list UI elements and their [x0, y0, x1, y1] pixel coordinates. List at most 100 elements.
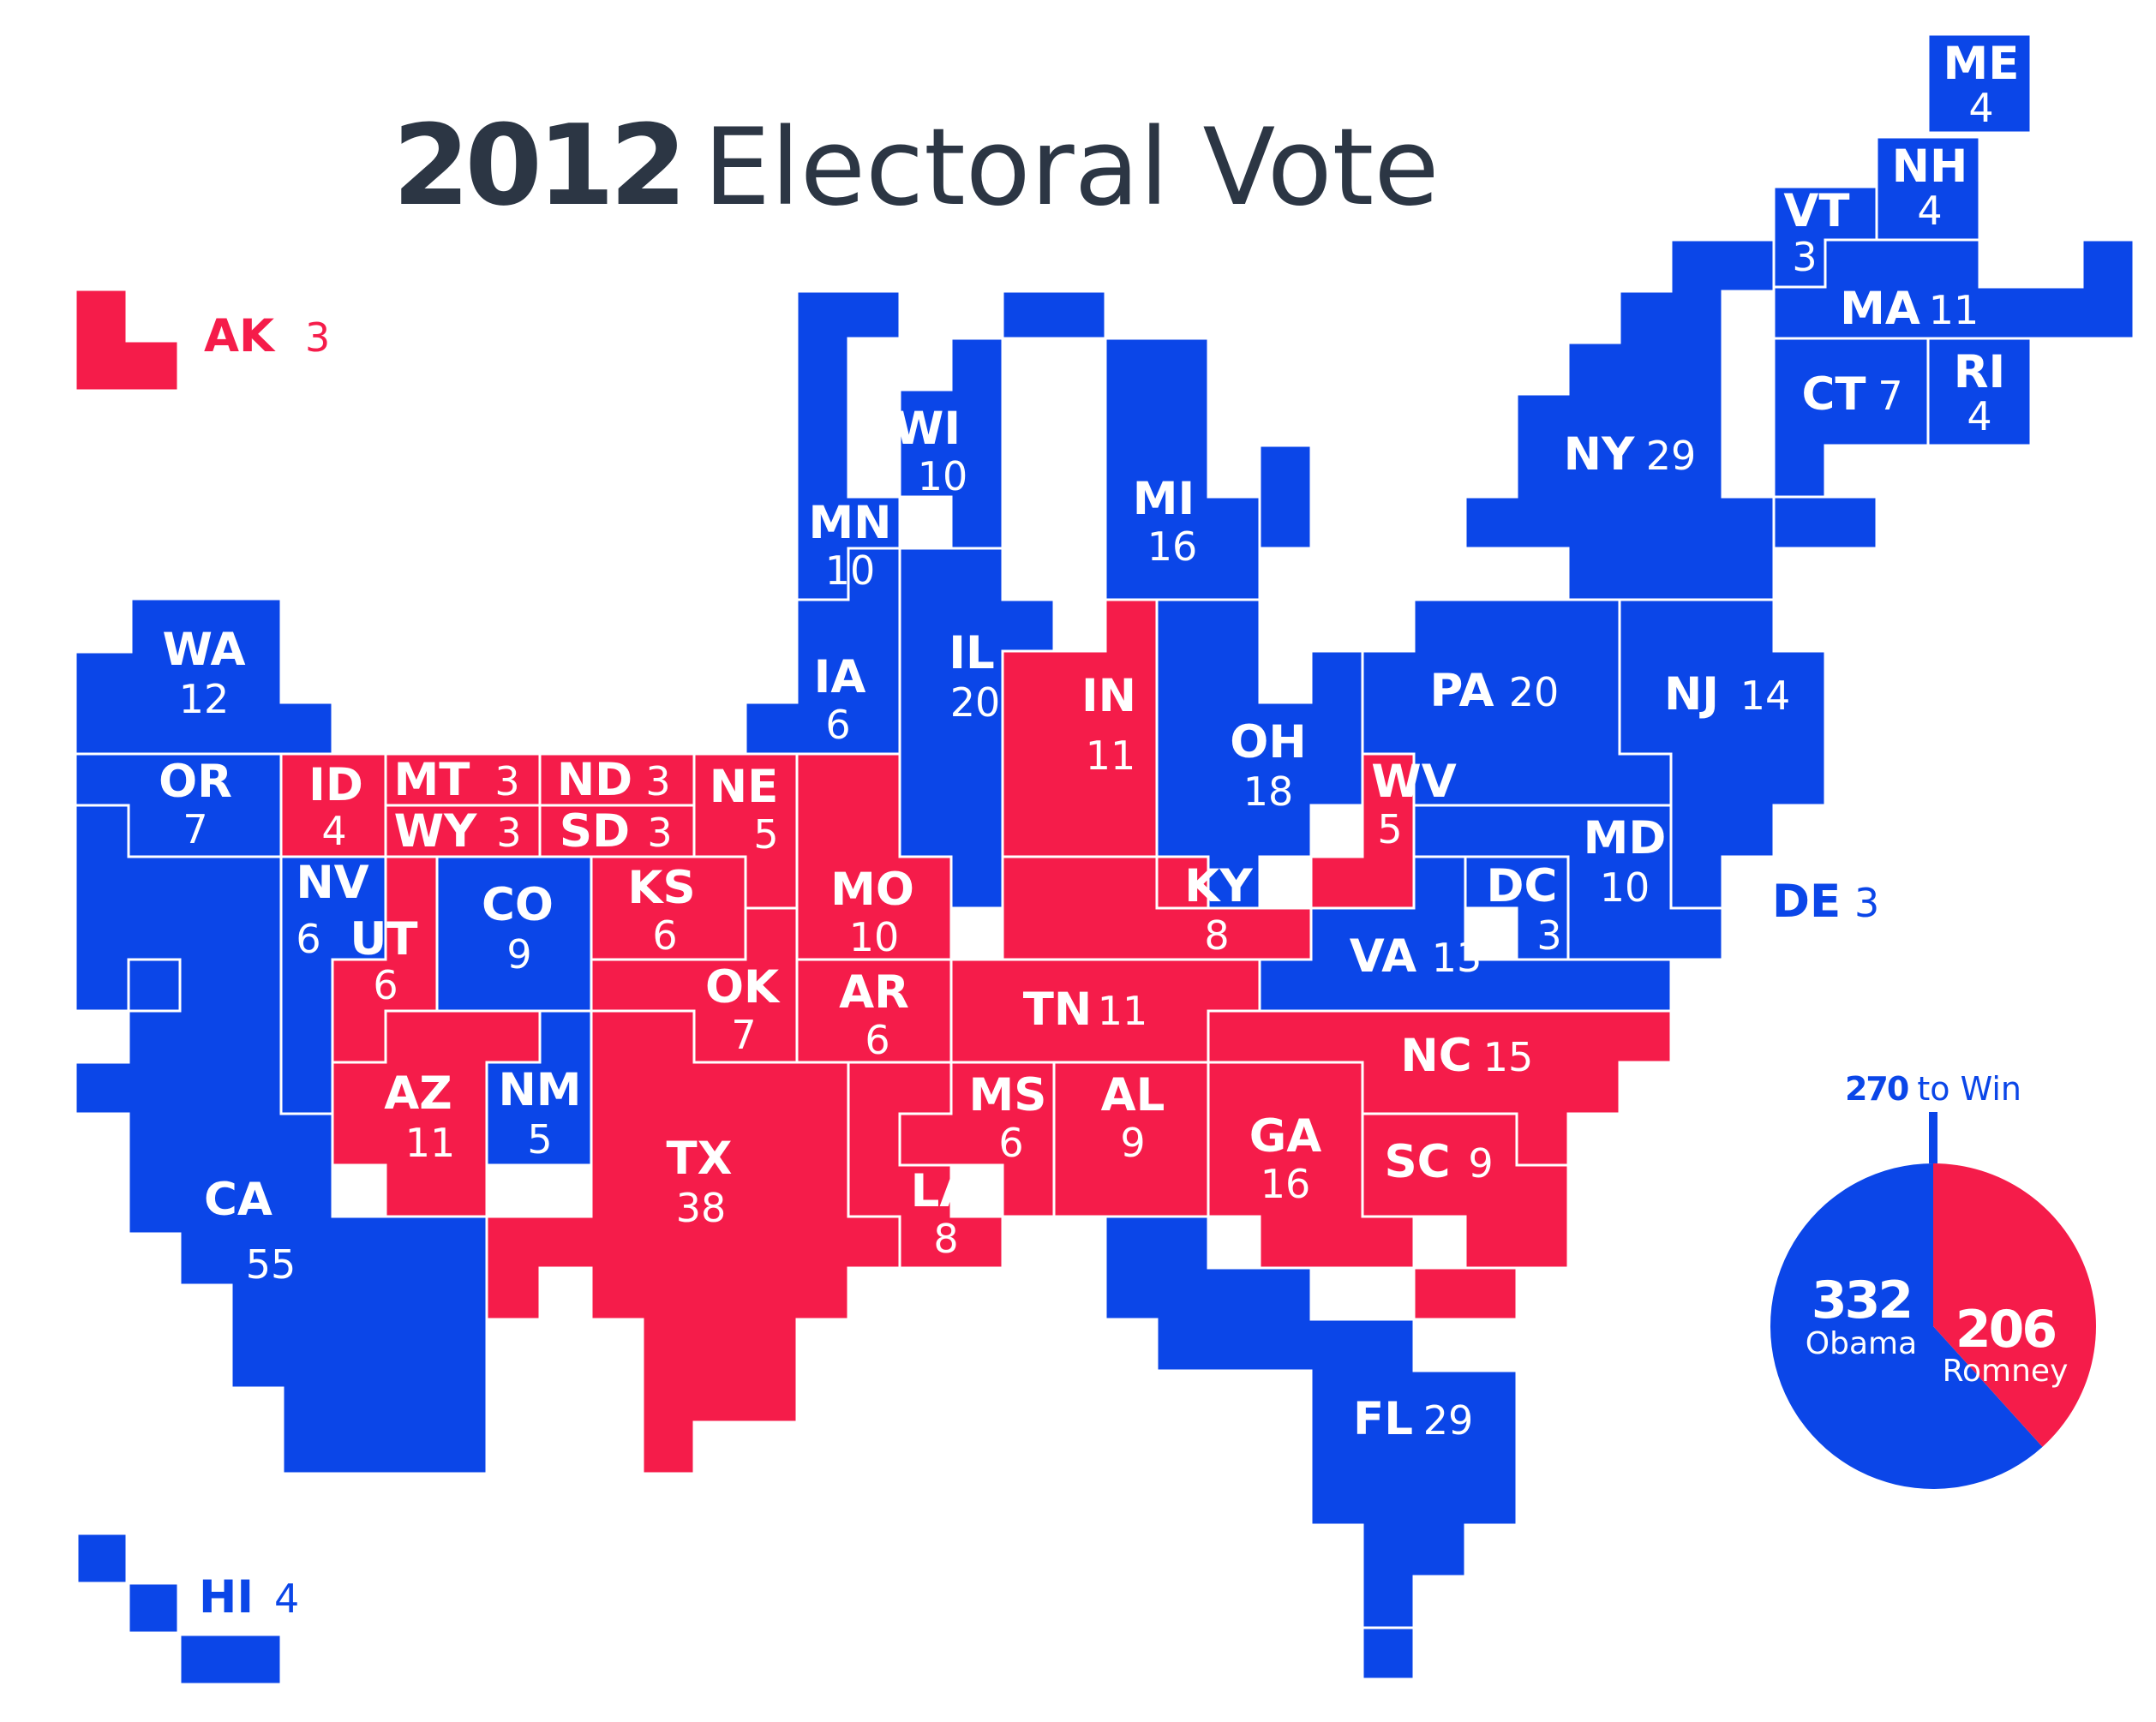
- state-hi-2[interactable]: [127, 1581, 180, 1635]
- label-sc-ev: 9: [1468, 1140, 1493, 1187]
- state-ak[interactable]: [74, 288, 180, 392]
- label-oh-ev: 18: [1243, 768, 1294, 815]
- label-mo-abbr: MO: [830, 864, 914, 916]
- label-sd-abbr: SD: [560, 805, 630, 858]
- label-id-ev: 4: [321, 808, 346, 854]
- state-fl-key[interactable]: [1361, 1626, 1416, 1681]
- label-mo-ev: 10: [849, 914, 900, 960]
- label-nv-abbr: NV: [296, 857, 368, 909]
- label-ne-abbr: NE: [710, 761, 779, 813]
- label-wi-ev: 10: [918, 453, 968, 499]
- label-md-abbr: MD: [1584, 812, 1667, 864]
- label-nh-ev: 4: [1917, 188, 1942, 234]
- label-ok-abbr: OK: [705, 961, 781, 1013]
- label-ok-ev: 7: [731, 1012, 756, 1058]
- label-ak-abbr: AK: [204, 310, 276, 362]
- label-nm-abbr: NM: [498, 1064, 581, 1116]
- label-al-abbr: AL: [1101, 1069, 1165, 1121]
- label-md-ev: 10: [1600, 864, 1650, 911]
- romney-total: 206: [1955, 1300, 2055, 1360]
- label-me-abbr: ME: [1943, 38, 2020, 90]
- label-ks-abbr: KS: [627, 862, 695, 914]
- label-in-abbr: IN: [1081, 670, 1136, 722]
- label-pa-ev: 20: [1509, 669, 1560, 715]
- label-co-abbr: CO: [482, 879, 554, 931]
- label-ut-ev: 6: [373, 962, 398, 1008]
- state-labels: WA 12 OR 7 CA 55 NV 6 ID 4 MT 3 WY 3 UT …: [159, 38, 2019, 1445]
- label-ky-ev: 8: [1204, 912, 1229, 959]
- label-ia-abbr: IA: [814, 651, 866, 703]
- state-hi-1[interactable]: [75, 1532, 129, 1585]
- pie-slice-obama[interactable]: [1770, 1163, 2043, 1489]
- label-va-abbr: VA: [1350, 930, 1416, 983]
- state-wi-bay[interactable]: [1001, 290, 1107, 340]
- label-nj-ev: 14: [1740, 673, 1791, 719]
- label-ct-abbr: CT: [1801, 368, 1866, 421]
- label-va-ev: 13: [1432, 935, 1482, 981]
- label-ia-ev: 6: [825, 702, 850, 748]
- label-or-abbr: OR: [159, 756, 232, 808]
- label-vt-abbr: VT: [1783, 185, 1849, 237]
- label-il-abbr: IL: [949, 627, 995, 679]
- label-dc-ev: 3: [1536, 912, 1561, 959]
- state-nj[interactable]: [1618, 598, 1827, 910]
- label-ms-ev: 6: [998, 1120, 1023, 1166]
- label-wv-ev: 5: [1377, 806, 1402, 852]
- label-in-ev: 11: [1086, 732, 1136, 779]
- label-pa-abbr: PA: [1430, 665, 1494, 717]
- label-nd-abbr: ND: [557, 754, 632, 806]
- state-me[interactable]: [1926, 33, 2033, 135]
- label-de-abbr: DE: [1772, 876, 1841, 928]
- label-tx-abbr: TX: [666, 1133, 732, 1185]
- label-nc-abbr: NC: [1400, 1030, 1471, 1082]
- state-hi-3[interactable]: [178, 1633, 283, 1686]
- label-nj-abbr: NJ: [1664, 668, 1719, 720]
- label-ut-abbr: UT: [350, 913, 417, 966]
- state-ky-oh[interactable]: [1155, 855, 1210, 910]
- label-ma-ev: 11: [1929, 287, 1979, 333]
- title-rest: Electoral Vote: [704, 106, 1440, 230]
- state-ny-li[interactable]: [1772, 495, 1878, 550]
- state-nh[interactable]: [1875, 135, 1981, 242]
- label-al-ev: 9: [1120, 1120, 1145, 1166]
- label-sc-abbr: SC: [1384, 1136, 1450, 1188]
- label-dc-abbr: DC: [1487, 860, 1558, 912]
- label-ny-ev: 29: [1646, 433, 1697, 479]
- title: 2012 Electoral Vote: [392, 100, 1439, 230]
- threshold-text: to Win: [1917, 1070, 2021, 1108]
- state-ga-coast[interactable]: [1412, 1266, 1518, 1321]
- label-nd-ev: 3: [645, 758, 670, 804]
- label-la-abbr: LA: [911, 1165, 975, 1217]
- label-ga-abbr: GA: [1249, 1110, 1322, 1163]
- state-ny[interactable]: [1464, 238, 1776, 601]
- label-az-abbr: AZ: [384, 1067, 452, 1120]
- label-wv-abbr: WV: [1371, 756, 1456, 808]
- state-mi[interactable]: [1104, 337, 1313, 601]
- label-ri-abbr: RI: [1954, 346, 2006, 398]
- label-la-ev: 8: [933, 1216, 958, 1262]
- label-wa-ev: 12: [179, 676, 230, 722]
- label-fl-abbr: FL: [1353, 1393, 1413, 1445]
- label-tx-ev: 38: [676, 1185, 727, 1231]
- label-hi-ev: 4: [274, 1576, 299, 1622]
- label-ca-ev: 55: [246, 1241, 296, 1288]
- threshold-num: 270: [1845, 1070, 1908, 1108]
- label-sd-ev: 3: [647, 810, 672, 856]
- label-nm-ev: 5: [527, 1116, 552, 1163]
- label-mi-abbr: MI: [1133, 473, 1195, 525]
- label-ar-ev: 6: [865, 1017, 889, 1063]
- label-hi-abbr: HI: [199, 1571, 254, 1623]
- pie-slice-romney[interactable]: [1933, 1163, 2096, 1447]
- label-de-ev: 3: [1854, 880, 1879, 926]
- label-mt-abbr: MT: [394, 754, 470, 806]
- label-mn-ev: 10: [825, 547, 876, 594]
- state-wi[interactable]: [848, 337, 1004, 550]
- label-me-ev: 4: [1968, 85, 1993, 131]
- label-fl-ev: 29: [1423, 1397, 1474, 1444]
- label-ky-abbr: KY: [1184, 860, 1253, 912]
- obama-total: 332: [1812, 1271, 1911, 1330]
- label-ma-abbr: MA: [1840, 283, 1920, 335]
- state-nc[interactable]: [1207, 1009, 1673, 1167]
- label-mi-ev: 16: [1147, 523, 1198, 570]
